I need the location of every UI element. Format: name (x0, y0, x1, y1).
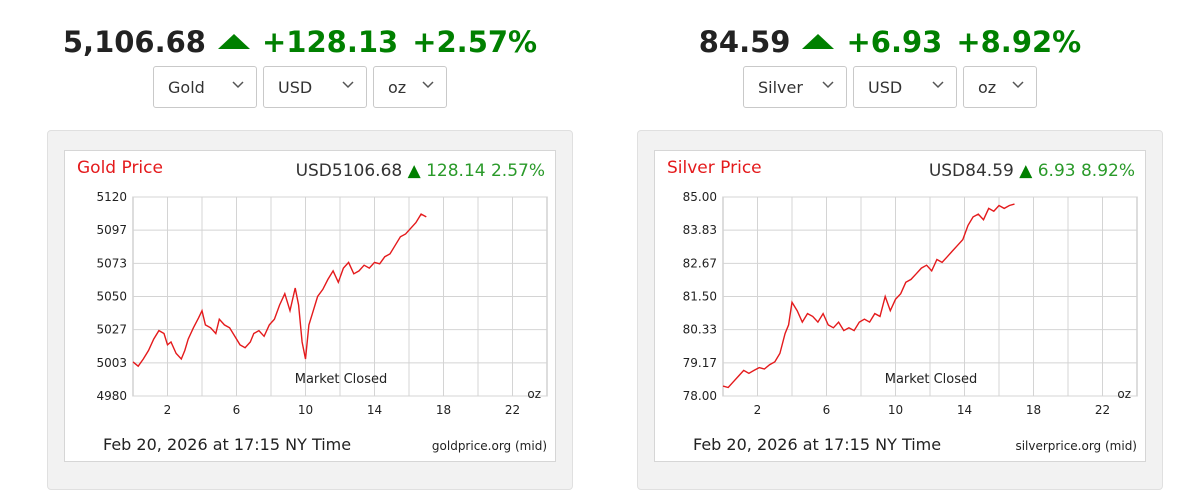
y-tick-label: 5073 (96, 256, 127, 270)
x-tick-label: 14 (957, 403, 972, 417)
ticker-price: 84.59 (698, 25, 791, 59)
chart-source: goldprice.org (mid) (432, 439, 547, 453)
metal-select[interactable]: Silver (743, 66, 847, 108)
unit-label: oz (527, 387, 541, 401)
x-axis: 2 6 10 14 18 22 (164, 403, 520, 417)
y-tick-label: 79.17 (683, 356, 717, 370)
chart-box: Silver Price USD84.59 ▲ 6.93 8.92% 85.00… (654, 150, 1146, 462)
ticker-bar: 5,106.68 +128.13 +2.57% (0, 22, 600, 62)
unit-select-value: oz (388, 78, 407, 97)
ticker-bar: 84.59 +6.93 +8.92% (590, 22, 1190, 62)
chart-panel: Silver Price USD84.59 ▲ 6.93 8.92% 85.00… (637, 130, 1163, 490)
ticker-change: +128.13 (261, 25, 399, 59)
y-tick-label: 80.33 (683, 323, 717, 337)
chart-summary: USD5106.68 ▲ 128.14 2.57% (296, 161, 545, 181)
chevron-down-icon (232, 81, 244, 89)
unit-select-value: oz (978, 78, 997, 97)
x-tick-label: 22 (505, 403, 520, 417)
summary-change: 128.14 (426, 161, 485, 181)
summary-percent: 2.57% (491, 161, 545, 181)
chart-title: Silver Price (667, 158, 762, 178)
unit-select[interactable]: oz (373, 66, 447, 108)
y-axis: 5120 5097 5073 5050 5027 5003 4980 (96, 190, 127, 403)
price-line (722, 203, 1015, 389)
metal-select-value: Gold (168, 78, 205, 97)
gold-column: 5,106.68 +128.13 +2.57% Gold USD oz Gold P… (0, 0, 600, 490)
summary-up-arrow-icon: ▲ (402, 161, 426, 181)
up-arrow-icon (217, 33, 250, 49)
x-tick-label: 2 (164, 403, 172, 417)
currency-select-value: USD (868, 78, 903, 97)
x-tick-label: 18 (436, 403, 451, 417)
ticker-price: 5,106.68 (62, 25, 206, 59)
market-closed-label: Market Closed (885, 372, 978, 387)
silver-column: 84.59 +6.93 +8.92% Silver USD oz Silver Pr… (590, 0, 1190, 490)
up-arrow-icon (802, 33, 835, 49)
market-closed-label: Market Closed (295, 372, 388, 387)
metal-select[interactable]: Gold (153, 66, 257, 108)
summary-percent: 8.92% (1081, 161, 1135, 181)
chevron-down-icon (932, 81, 944, 89)
y-tick-label: 78.00 (683, 389, 717, 403)
y-tick-label: 83.83 (683, 223, 717, 237)
x-axis: 2 6 10 14 18 22 (754, 403, 1110, 417)
y-tick-label: 85.00 (683, 190, 717, 204)
x-tick-label: 2 (754, 403, 762, 417)
x-tick-label: 14 (367, 403, 382, 417)
y-tick-label: 5120 (96, 190, 127, 204)
summary-price: USD5106.68 (296, 161, 403, 181)
chart-grid (132, 196, 548, 397)
chevron-down-icon (422, 81, 434, 89)
selector-row: Silver USD oz (590, 66, 1190, 108)
y-tick-label: 5050 (96, 290, 127, 304)
x-tick-label: 10 (298, 403, 313, 417)
chart-title: Gold Price (77, 158, 163, 178)
chevron-down-icon (342, 81, 354, 89)
chart-summary: USD84.59 ▲ 6.93 8.92% (929, 161, 1135, 181)
chart-box: Gold Price USD5106.68 ▲ 128.14 2.57% 512… (64, 150, 556, 462)
silver-price-chart: Silver Price USD84.59 ▲ 6.93 8.92% 85.00… (667, 158, 1138, 454)
x-tick-label: 6 (233, 403, 241, 417)
unit-label: oz (1117, 387, 1131, 401)
currency-select-value: USD (278, 78, 313, 97)
metal-select-value: Silver (758, 78, 803, 97)
ticker-change: +6.93 (846, 25, 943, 59)
x-tick-label: 10 (888, 403, 903, 417)
y-axis: 85.00 83.83 82.67 81.50 80.33 79.17 78.00 (683, 190, 717, 403)
chevron-down-icon (822, 81, 834, 89)
x-tick-label: 18 (1026, 403, 1041, 417)
y-tick-label: 81.50 (683, 290, 717, 304)
ticker-percent: +8.92% (956, 25, 1082, 59)
chart-timestamp: Feb 20, 2026 at 17:15 NY Time (103, 435, 351, 454)
x-tick-label: 6 (823, 403, 831, 417)
y-tick-label: 5097 (96, 223, 127, 237)
chart-source: silverprice.org (mid) (1015, 439, 1137, 453)
y-tick-label: 4980 (96, 389, 127, 403)
selector-row: Gold USD oz (0, 66, 600, 108)
unit-select[interactable]: oz (963, 66, 1037, 108)
x-tick-label: 22 (1095, 403, 1110, 417)
currency-select[interactable]: USD (263, 66, 367, 108)
ticker-percent: +2.57% (412, 25, 538, 59)
y-tick-label: 5003 (96, 356, 127, 370)
summary-up-arrow-icon: ▲ (1014, 161, 1038, 181)
chart-grid (722, 196, 1138, 397)
gold-price-chart: Gold Price USD5106.68 ▲ 128.14 2.57% 512… (77, 158, 548, 454)
currency-select[interactable]: USD (853, 66, 957, 108)
chart-timestamp: Feb 20, 2026 at 17:15 NY Time (693, 435, 941, 454)
price-line (132, 213, 427, 368)
summary-price: USD84.59 (929, 161, 1014, 181)
chevron-down-icon (1012, 81, 1024, 89)
y-tick-label: 5027 (96, 323, 127, 337)
y-tick-label: 82.67 (683, 256, 717, 270)
chart-panel: Gold Price USD5106.68 ▲ 128.14 2.57% 512… (47, 130, 573, 490)
summary-change: 6.93 (1038, 161, 1076, 181)
